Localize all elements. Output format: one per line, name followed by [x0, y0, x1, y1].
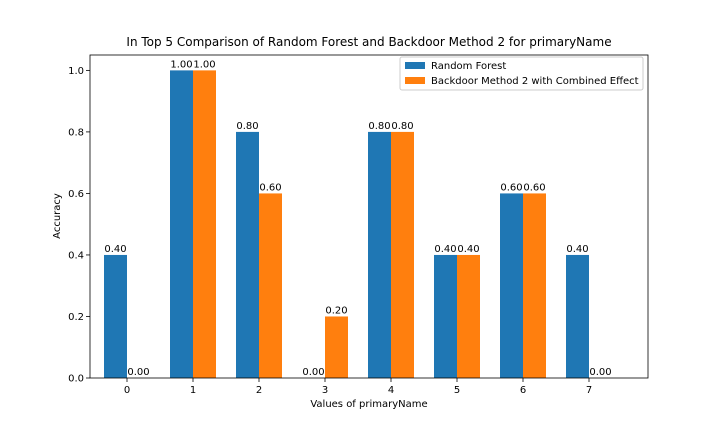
x-axis-label: Values of primaryName — [310, 399, 427, 410]
data-label: 0.60 — [523, 182, 545, 193]
data-label: 0.00 — [127, 367, 149, 378]
data-label: 0.20 — [325, 305, 347, 316]
x-tick-label: 4 — [388, 385, 394, 396]
legend-box — [399, 56, 644, 91]
x-tick-label: 0 — [124, 385, 130, 396]
legend-label-random-forest: Random Forest — [431, 61, 506, 72]
data-label: 1.00 — [193, 59, 215, 70]
bar-random-forest-1 — [170, 70, 193, 378]
bar-backdoor-method-2-6 — [523, 193, 546, 378]
bar-backdoor-method-2-4 — [391, 131, 414, 378]
legend: Random Forest Backdoor Method 2 with Comb… — [399, 56, 644, 91]
x-tick-label: 5 — [454, 385, 460, 396]
y-axis-label: Accuracy — [52, 193, 63, 239]
data-label: 0.60 — [500, 182, 522, 193]
x-tick-label: 6 — [520, 385, 526, 396]
bar-backdoor-method-2-5 — [457, 254, 480, 378]
data-label: 1.00 — [170, 59, 192, 70]
data-label: 0.40 — [566, 244, 588, 255]
data-label: 0.40 — [434, 244, 456, 255]
bar-random-forest-0 — [104, 254, 127, 378]
data-label: 0.80 — [391, 121, 413, 132]
legend-label-backdoor-method-2: Backdoor Method 2 with Combined Effect — [431, 76, 639, 87]
x-tick-label: 2 — [256, 385, 262, 396]
x-tick-label: 1 — [190, 385, 196, 396]
bar-random-forest-7 — [566, 254, 589, 378]
data-label: 0.00 — [302, 367, 324, 378]
bar-random-forest-4 — [368, 131, 391, 378]
data-label: 0.00 — [589, 367, 611, 378]
bar-backdoor-method-2-2 — [259, 193, 282, 378]
data-label: 0.60 — [259, 182, 281, 193]
y-tick-label: 0.6 — [68, 189, 84, 200]
x-tick-label: 3 — [322, 385, 328, 396]
data-label: 0.80 — [368, 121, 390, 132]
y-tick-label: 0.8 — [68, 127, 84, 138]
legend-swatch-random-forest — [405, 62, 425, 69]
x-tick-label: 7 — [586, 385, 592, 396]
data-label: 0.80 — [236, 121, 258, 132]
chart-title: In Top 5 Comparison of Random Forest and… — [126, 35, 611, 49]
y-tick-label: 0.2 — [68, 312, 84, 323]
data-label: 0.40 — [104, 244, 126, 255]
axes-frame — [89, 54, 649, 379]
bar-backdoor-method-2-3 — [325, 316, 348, 378]
bar-backdoor-method-2-1 — [193, 70, 216, 378]
y-tick-label: 1.0 — [68, 66, 84, 77]
legend-swatch-backdoor-method-2 — [405, 77, 425, 84]
y-tick-label: 0.4 — [68, 250, 84, 261]
data-label: 0.40 — [457, 244, 479, 255]
y-tick-label: 0.0 — [68, 374, 84, 385]
plot-area: 0.401.000.800.000.800.400.600.400.001.00… — [68, 54, 649, 396]
bar-random-forest-2 — [236, 131, 259, 378]
bar-random-forest-6 — [500, 193, 523, 378]
bar-random-forest-5 — [434, 254, 457, 378]
